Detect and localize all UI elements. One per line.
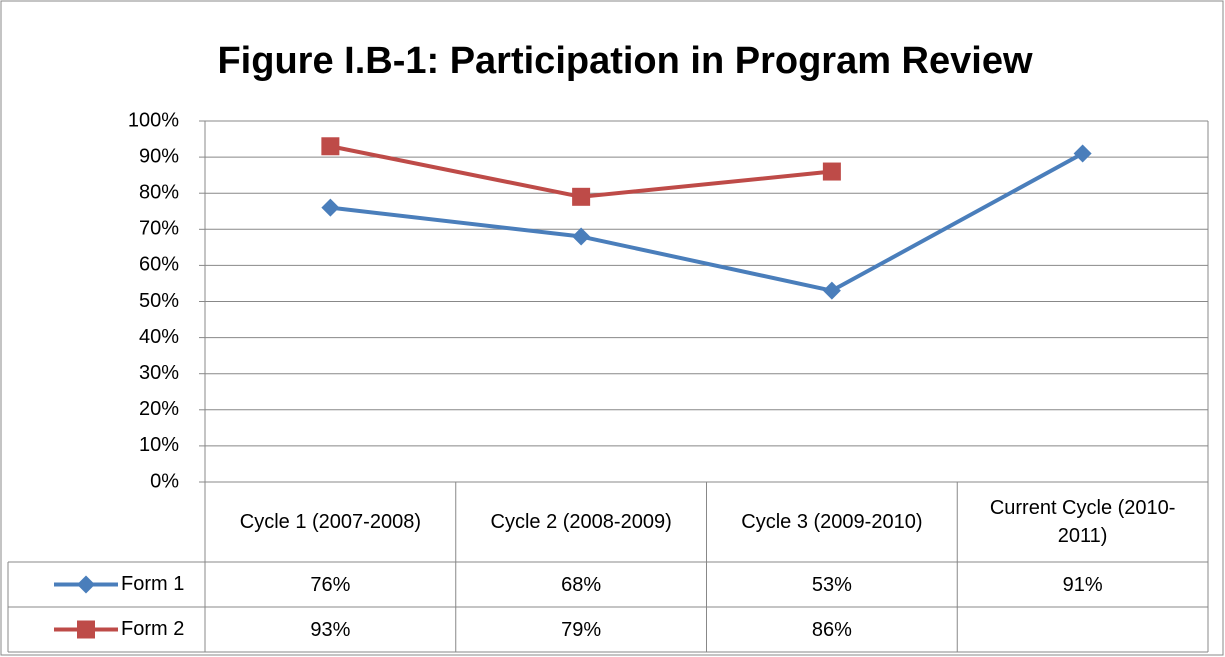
marker: [572, 187, 591, 206]
legend-label: Form 2: [121, 618, 184, 640]
x-category-label: Cycle 3 (2009-2010): [741, 511, 923, 533]
legend-key-marker: [77, 620, 95, 639]
table-value: 53%: [811, 573, 852, 596]
table-value-cell: 79%: [561, 618, 602, 641]
table-value-cell: 91%: [1062, 573, 1103, 596]
x-category-label-cell: Cycle 2 (2008-2009): [490, 511, 672, 533]
table-value-cell: 86%: [811, 618, 852, 641]
table-value: 76%: [310, 573, 351, 596]
marker: [822, 281, 841, 300]
table-value: 79%: [561, 618, 602, 641]
y-tick-label: 10%: [139, 434, 179, 456]
y-tick-label: 0%: [150, 470, 179, 492]
table-value: [957, 607, 1208, 652]
x-category-label-cell: Cycle 3 (2009-2010): [741, 511, 923, 533]
y-tick-label: 20%: [139, 398, 179, 420]
legend-key-marker: [77, 575, 95, 594]
y-tick-label: 100%: [128, 109, 179, 131]
y-tick-label: 40%: [139, 326, 179, 348]
legend-label: Form 1: [121, 573, 184, 595]
table-value-cell: 93%: [310, 618, 351, 641]
chart-title: Figure I.B-1: Participation in Program R…: [217, 40, 1032, 82]
y-tick-label: 60%: [139, 254, 179, 276]
table-value: 86%: [811, 618, 852, 641]
x-category-label: Cycle 2 (2008-2009): [490, 511, 672, 533]
table-value-cell: 53%: [811, 573, 852, 596]
table-value-cell: 76%: [310, 573, 351, 596]
y-tick-label: 70%: [139, 218, 179, 240]
table-value: 91%: [1062, 573, 1103, 596]
y-tick-label: 80%: [139, 181, 179, 203]
y-tick-label: 90%: [139, 145, 179, 167]
y-tick-label: 30%: [139, 362, 179, 384]
table-value-cell: [957, 607, 1208, 652]
marker: [1073, 144, 1092, 163]
marker: [321, 137, 340, 156]
marker: [822, 162, 841, 181]
table-value: 68%: [561, 573, 602, 596]
table-value-cell: 68%: [561, 573, 602, 596]
x-category-label-cell: Cycle 1 (2007-2008): [239, 511, 421, 533]
series-line: [330, 151, 1084, 293]
marker: [321, 198, 340, 217]
marker: [572, 227, 591, 246]
y-tick-label: 50%: [139, 290, 179, 312]
table-value: 93%: [310, 618, 351, 641]
x-category-label: Current Cycle (2010-2011): [989, 497, 1176, 547]
x-category-label-cell: Current Cycle (2010-2011): [989, 497, 1176, 547]
x-category-label: Cycle 1 (2007-2008): [239, 511, 421, 533]
